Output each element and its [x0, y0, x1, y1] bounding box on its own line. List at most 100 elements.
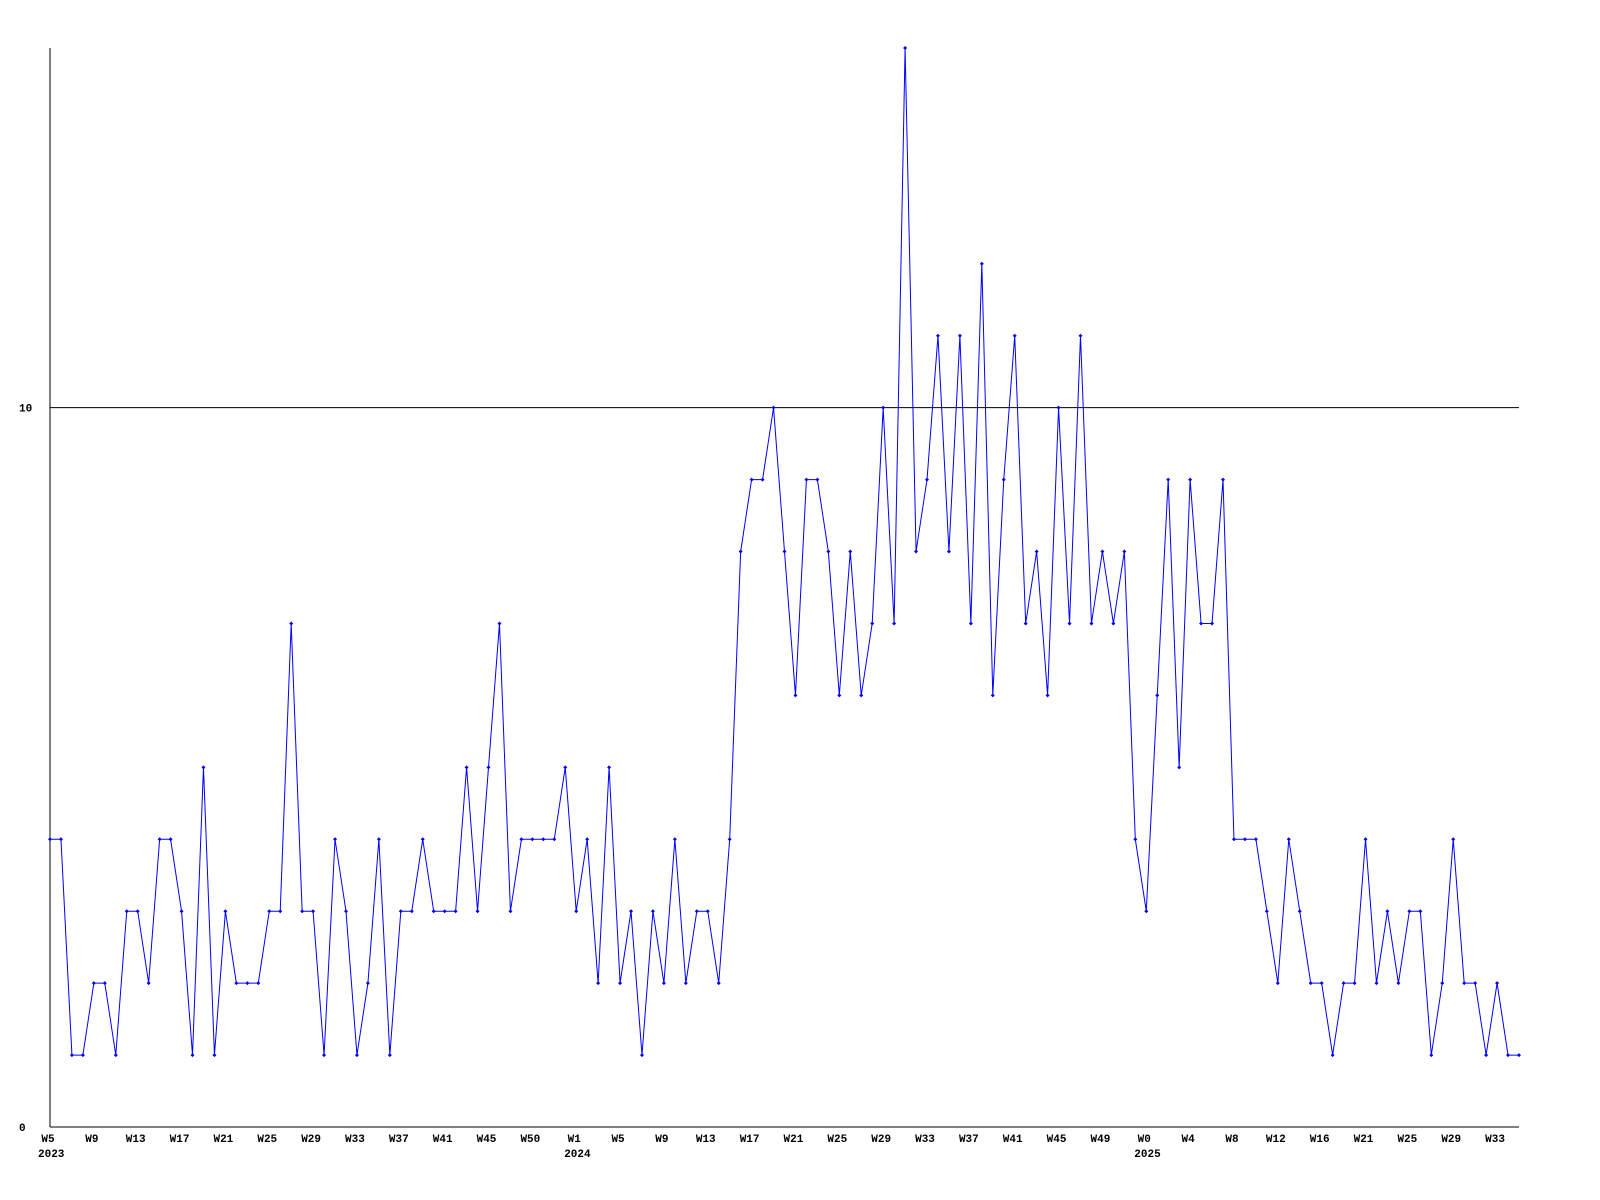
x-tick-label: W29: [1441, 1134, 1461, 1146]
x-tick-label: W16: [1310, 1134, 1330, 1146]
data-point: [442, 909, 447, 914]
data-point: [552, 837, 557, 842]
data-point: [892, 621, 897, 626]
data-point: [289, 621, 294, 626]
data-point: [311, 909, 316, 914]
data-point: [1484, 1053, 1489, 1058]
data-point: [486, 765, 491, 770]
data-point: [48, 837, 52, 842]
data-point: [1199, 621, 1204, 626]
data-point: [1374, 981, 1379, 986]
x-tick-label: W17: [740, 1134, 760, 1146]
data-point: [278, 909, 283, 914]
data-point: [420, 837, 425, 842]
data-point: [903, 46, 908, 50]
x-tick-label: W1: [568, 1134, 582, 1146]
data-point: [1221, 477, 1226, 482]
data-point: [102, 981, 107, 986]
data-point: [1385, 909, 1390, 914]
data-point: [1264, 909, 1269, 914]
x-tick-label: W50: [520, 1134, 540, 1146]
data-point: [497, 621, 502, 626]
y-tick-label: 10: [19, 404, 32, 416]
data-point: [387, 1053, 392, 1058]
x-tick-label: W41: [433, 1134, 453, 1146]
x-tick-label: W37: [959, 1134, 979, 1146]
data-point: [925, 477, 930, 482]
data-point: [1144, 909, 1149, 914]
data-point: [1100, 549, 1105, 554]
data-point: [1418, 909, 1423, 914]
data-point: [1506, 1053, 1511, 1058]
data-point: [1034, 549, 1039, 554]
data-point: [1473, 981, 1478, 986]
data-point: [979, 261, 984, 266]
data-point: [1188, 477, 1193, 482]
data-point: [234, 981, 239, 986]
data-point: [771, 405, 776, 410]
data-point: [168, 837, 173, 842]
x-tick-label: W8: [1225, 1134, 1239, 1146]
data-point: [1286, 837, 1291, 842]
data-point: [1330, 1053, 1335, 1058]
x-tick-label: W45: [477, 1134, 497, 1146]
x-tick-label: W29: [301, 1134, 321, 1146]
data-point: [1275, 981, 1280, 986]
data-point: [1111, 621, 1116, 626]
data-point: [190, 1053, 195, 1058]
data-point: [1067, 621, 1072, 626]
data-point: [946, 549, 951, 554]
data-point: [1166, 477, 1171, 482]
y-tick-label: 0: [19, 1123, 26, 1135]
data-point: [738, 549, 743, 554]
data-point: [1495, 981, 1500, 986]
data-point: [91, 981, 96, 986]
data-point: [629, 909, 634, 914]
data-point: [815, 477, 820, 482]
data-point: [1429, 1053, 1434, 1058]
data-point: [1341, 981, 1346, 986]
data-point: [607, 765, 612, 770]
x-year-label: 2023: [38, 1149, 65, 1161]
data-point: [749, 477, 754, 482]
x-tick-label: W25: [1397, 1134, 1417, 1146]
data-point: [157, 837, 162, 842]
data-point: [58, 837, 63, 842]
data-point: [354, 1053, 359, 1058]
x-tick-label: W21: [1354, 1134, 1374, 1146]
x-tick-label: W13: [696, 1134, 716, 1146]
data-point: [69, 1053, 74, 1058]
data-point: [661, 981, 666, 986]
x-tick-label: W33: [915, 1134, 935, 1146]
data-point: [530, 837, 535, 842]
data-point: [1363, 837, 1368, 842]
data-point: [826, 549, 831, 554]
data-point: [541, 837, 546, 842]
data-point: [245, 981, 250, 986]
data-point: [124, 909, 129, 914]
data-point: [848, 549, 853, 554]
x-tick-label: W33: [1485, 1134, 1505, 1146]
data-point: [1023, 621, 1028, 626]
data-point: [256, 981, 261, 986]
data-point: [1056, 405, 1061, 410]
data-point: [870, 621, 875, 626]
data-point: [1089, 621, 1094, 626]
data-point: [475, 909, 480, 914]
data-point: [398, 909, 403, 914]
x-tick-label: W5: [41, 1134, 55, 1146]
data-point: [333, 837, 338, 842]
data-point: [639, 1053, 644, 1058]
data-point: [1231, 837, 1236, 842]
data-point: [727, 837, 732, 842]
data-point: [957, 333, 962, 338]
data-point: [1001, 477, 1006, 482]
data-point: [650, 909, 655, 914]
data-point: [1242, 837, 1247, 842]
data-point: [409, 909, 414, 914]
data-point: [113, 1053, 118, 1058]
data-point: [1308, 981, 1313, 986]
x-tick-label: W33: [345, 1134, 365, 1146]
x-tick-label: W21: [784, 1134, 804, 1146]
